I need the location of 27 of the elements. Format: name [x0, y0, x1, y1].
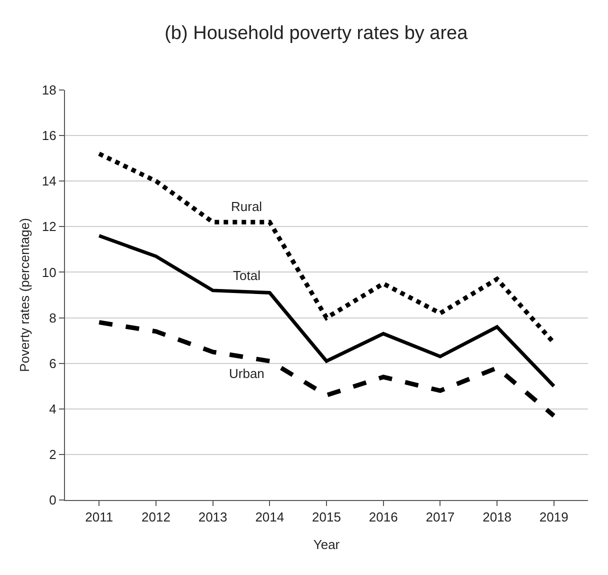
- y-tick-label: 2: [49, 446, 56, 462]
- x-tick-label: 2019: [539, 510, 568, 525]
- y-tick-label: 16: [42, 128, 56, 144]
- x-tick-label: 2017: [426, 510, 455, 525]
- y-tick-label: 14: [42, 174, 56, 189]
- y-tick-label: 0: [49, 492, 56, 508]
- line-series: [96, 320, 556, 418]
- x-tick-label: 2014: [255, 510, 284, 525]
- x-tick-label: 2018: [482, 510, 512, 525]
- chart-title: (b) Household poverty rates by area: [164, 23, 468, 44]
- y-tick-label: 4: [49, 401, 56, 416]
- y-tick-label: 12: [42, 219, 56, 234]
- x-tick-label: 2016: [368, 510, 398, 525]
- line-series: [97, 234, 556, 388]
- series-label: Total: [233, 268, 261, 283]
- x-tick-label: 2011: [85, 510, 114, 525]
- x-tick-label: 2015: [312, 510, 341, 525]
- x-tick-label: 2012: [142, 510, 170, 525]
- y-tick-label: 6: [49, 356, 56, 371]
- x-axis-title: Year: [313, 537, 340, 552]
- y-axis-title: Poverty rates (percentage): [17, 218, 32, 372]
- series-label: Urban: [229, 366, 264, 381]
- y-tick-label: 18: [42, 82, 56, 98]
- series-label: Rural: [231, 199, 262, 214]
- y-tick-label: 8: [49, 310, 56, 326]
- x-tick-label: 2013: [198, 510, 228, 525]
- y-tick-label: 10: [42, 264, 56, 280]
